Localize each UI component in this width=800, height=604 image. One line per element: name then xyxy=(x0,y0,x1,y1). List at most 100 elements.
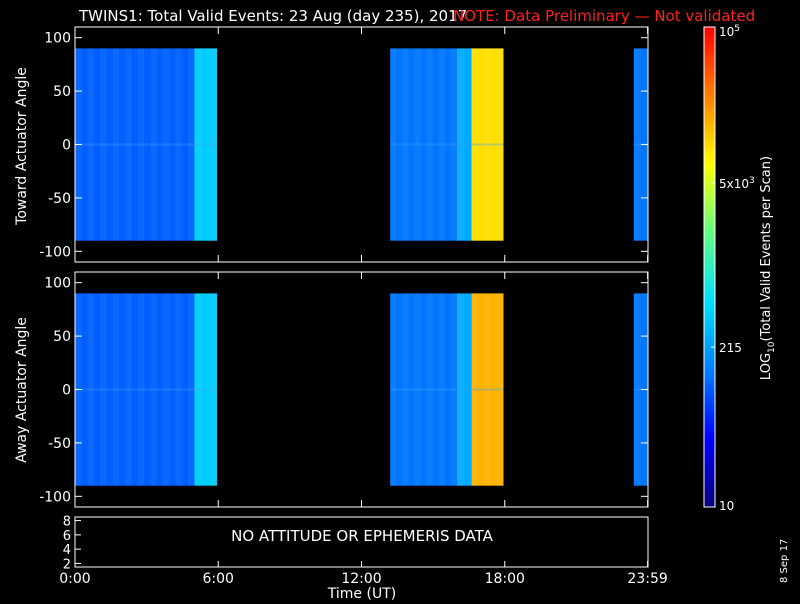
away-data-band xyxy=(471,293,504,486)
away-band-stripe xyxy=(112,293,119,486)
toward-band-stripe xyxy=(209,48,218,241)
colorbar: 10 215 5x103 105 xyxy=(703,24,755,513)
toward-band-stripe xyxy=(633,48,641,241)
away-band-stripe xyxy=(402,293,409,486)
plot-date-stamp: 8 Sep 17 xyxy=(779,539,790,583)
away-data-band xyxy=(633,293,648,486)
toward-band-stripe xyxy=(100,48,107,241)
away-band-stripe xyxy=(426,293,433,486)
toward-actuator-panel: -100 -50 0 50 100 xyxy=(39,26,649,263)
toward-band-stripe xyxy=(457,48,465,241)
away-y-tick-label: 50 xyxy=(53,329,71,345)
toward-band-stripe xyxy=(87,48,94,241)
toward-band-stripe xyxy=(163,48,170,241)
toward-band-stripe xyxy=(188,48,195,241)
time-tick-label: 18:00 xyxy=(485,571,525,587)
away-band-stripe xyxy=(209,293,218,486)
toward-band-stripe xyxy=(390,48,397,241)
toward-band-stripe xyxy=(137,48,145,241)
away-y-tick-label: 0 xyxy=(62,383,71,399)
time-tick-label: 12:00 xyxy=(341,571,381,587)
toward-band-stripe xyxy=(402,48,409,241)
away-band-stripe xyxy=(450,293,457,486)
toward-band-stripe xyxy=(450,48,457,241)
toward-band-stripe xyxy=(426,48,433,241)
colorbar-tick-exponent: 3 xyxy=(749,176,755,186)
away-band-stripe xyxy=(175,293,182,486)
time-tick-label: 6:00 xyxy=(203,571,234,587)
time-tick-label: 23:59 xyxy=(627,571,667,587)
away-data-gap xyxy=(217,272,391,507)
away-band-stripe xyxy=(414,293,421,486)
toward-data-gap xyxy=(503,27,634,262)
toward-data-band xyxy=(633,48,648,241)
toward-band-stripe xyxy=(414,48,421,241)
away-data-band xyxy=(390,293,457,486)
time-tick-label: 0:00 xyxy=(59,571,90,587)
away-actuator-panel: -100 -50 0 50 100 xyxy=(39,271,649,508)
toward-data-band xyxy=(194,48,218,241)
away-band-stripe xyxy=(194,293,202,486)
no-data-message: NO ATTITUDE OR EPHEMERIS DATA xyxy=(231,527,494,545)
time-axis: 0:00 6:00 12:00 18:00 23:59 xyxy=(59,571,668,587)
colorbar-tick-label: 5x103 xyxy=(719,176,755,191)
away-data-band xyxy=(194,293,218,486)
colorbar-title-sub: 10 xyxy=(767,341,777,353)
toward-y-tick-label: 100 xyxy=(44,31,71,47)
ephemeris-y-tick-label: 6 xyxy=(63,529,71,544)
toward-y-tick-label: -50 xyxy=(48,191,71,207)
away-data-band xyxy=(457,293,472,486)
toward-y-tick-label: -100 xyxy=(39,244,71,260)
toward-y-tick-label: 50 xyxy=(53,84,71,100)
away-band-stripe xyxy=(125,293,132,486)
away-band-stripe xyxy=(137,293,145,486)
colorbar-tick-exponent: 5 xyxy=(734,24,740,34)
colorbar-title-rest: (Total Valid Events per Scan) xyxy=(759,156,774,342)
ephemeris-y-tick-label: 8 xyxy=(63,515,71,530)
toward-data-band xyxy=(457,48,472,241)
away-data-band xyxy=(75,293,195,486)
away-band-stripe xyxy=(163,293,170,486)
ephemeris-y-tick-label: 4 xyxy=(63,543,71,558)
away-band-stripe xyxy=(100,293,107,486)
colorbar-tick-label: 10 xyxy=(719,499,734,513)
toward-band-stripe xyxy=(125,48,132,241)
toward-band-stripe xyxy=(484,48,491,241)
away-band-stripe xyxy=(390,293,397,486)
away-band-stripe xyxy=(188,293,195,486)
toward-band-stripe xyxy=(175,48,182,241)
toward-band-stripe xyxy=(438,48,445,241)
colorbar-title-main: LOG xyxy=(759,353,774,380)
preliminary-note: NOTE: Data Preliminary — Not validated xyxy=(453,7,755,25)
toward-data-band xyxy=(390,48,457,241)
away-band-stripe xyxy=(457,293,465,486)
toward-data-band xyxy=(471,48,504,241)
away-y-tick-label: 100 xyxy=(44,276,71,292)
away-y-tick-label: -100 xyxy=(39,489,71,505)
away-y-tick-label: -50 xyxy=(48,436,71,452)
toward-band-stripe xyxy=(471,48,478,241)
colorbar-title: LOG10(Total Valid Events per Scan) xyxy=(759,156,777,380)
away-band-stripe xyxy=(438,293,445,486)
colorbar-gradient xyxy=(703,26,716,508)
colorbar-tick-label: 105 xyxy=(719,24,740,39)
away-band-stripe xyxy=(484,293,491,486)
toward-band-stripe xyxy=(112,48,119,241)
time-axis-label: Time (UT) xyxy=(327,586,396,600)
toward-data-band xyxy=(75,48,195,241)
toward-data-gap xyxy=(217,27,391,262)
toward-axis-title: Toward Actuator Angle xyxy=(14,67,30,226)
away-band-stripe xyxy=(497,293,504,486)
away-band-stripe xyxy=(150,293,157,486)
away-data-gap xyxy=(503,272,634,507)
away-band-stripe xyxy=(471,293,478,486)
away-band-stripe xyxy=(633,293,641,486)
toward-band-stripe xyxy=(194,48,202,241)
ephemeris-y-tick-label: 2 xyxy=(63,557,71,572)
toward-band-stripe xyxy=(150,48,157,241)
figure-title: TWINS1: Total Valid Events: 23 Aug (day … xyxy=(78,7,467,25)
away-band-stripe xyxy=(87,293,94,486)
